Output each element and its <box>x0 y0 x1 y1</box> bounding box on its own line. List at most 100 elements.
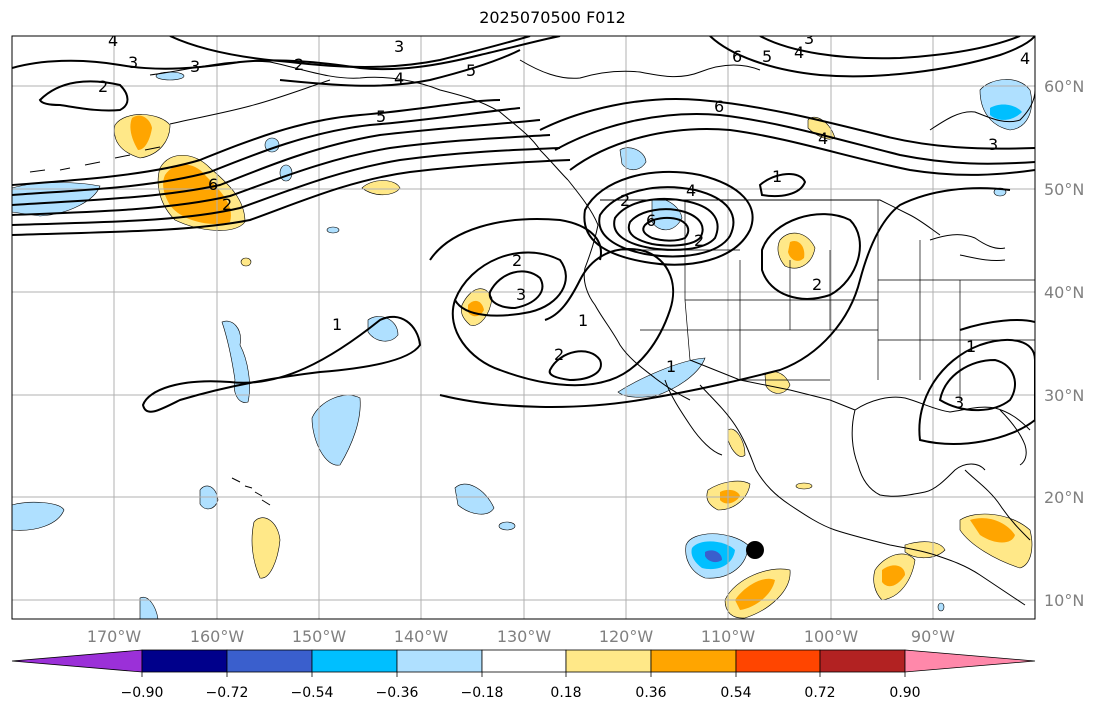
shade-yellow <box>727 428 746 457</box>
hawaii-islands <box>231 477 271 506</box>
contour-line <box>938 358 1016 412</box>
contour-line <box>569 128 1035 176</box>
mexico-west-coast <box>699 384 936 556</box>
shade-blue <box>240 257 252 267</box>
contour-label: 2 <box>812 275 822 294</box>
contour-label: 1 <box>772 167 782 186</box>
contour-line <box>169 36 531 68</box>
lon-label: 120°W <box>599 627 654 646</box>
lon-label: 100°W <box>804 627 859 646</box>
shade-blue <box>279 164 293 182</box>
shade-blue <box>326 226 340 234</box>
shade-cyan <box>990 104 1022 120</box>
shade-orange <box>970 518 1015 543</box>
contour-line <box>12 99 501 186</box>
arctic-coast <box>519 59 761 79</box>
contour-line <box>627 208 704 247</box>
lat-label: 60°N <box>1044 77 1084 96</box>
contour-line <box>12 119 541 206</box>
contour-line <box>554 113 1035 165</box>
lon-axis: 170°W 160°W 150°W 140°W 130°W 120°W 110°… <box>87 627 955 646</box>
contour-label: 2 <box>294 55 304 74</box>
contour-label: 1 <box>666 357 676 376</box>
contour-label: 5 <box>376 107 386 126</box>
contour-line <box>12 159 571 236</box>
contour-line <box>429 218 602 261</box>
contour-label: 3 <box>954 393 964 412</box>
contour-label: 2 <box>620 191 630 210</box>
colorbar-segment <box>481 649 567 673</box>
central-america-coast <box>934 554 1026 606</box>
lon-label: 160°W <box>190 627 245 646</box>
contour-line <box>12 134 551 216</box>
shade-blue <box>937 602 945 612</box>
colorbar-label: −0.90 <box>121 685 164 701</box>
contour-line <box>12 147 561 226</box>
colorbar-label: −0.18 <box>461 685 504 701</box>
contour-line <box>12 36 561 71</box>
lat-label: 30°N <box>1044 386 1084 405</box>
lon-label: 170°W <box>87 627 142 646</box>
contour-label: 4 <box>394 69 404 88</box>
shade-blue <box>139 596 159 619</box>
contour-label: 6 <box>714 97 724 116</box>
contour-layer <box>12 36 1035 445</box>
us-canada-border <box>600 199 941 236</box>
contour-label: 6 <box>732 47 742 66</box>
contour-line <box>548 350 602 382</box>
contour-label: 6 <box>208 175 218 194</box>
baja-coast <box>664 379 723 456</box>
alaska-peninsula <box>169 79 331 125</box>
lon-label: 90°W <box>911 627 955 646</box>
great-lakes <box>929 234 1006 261</box>
colorbar-segment <box>141 649 228 673</box>
land-outline-layer <box>29 59 1035 606</box>
contour-line <box>453 251 567 317</box>
colorbar-label: −0.36 <box>376 685 419 701</box>
colorbar-label: −0.72 <box>206 685 249 701</box>
shade-orange <box>735 578 775 610</box>
shade-royal <box>705 550 722 563</box>
shade-yellow <box>904 541 946 559</box>
contour-label: 3 <box>128 53 138 72</box>
contour-line <box>38 80 129 112</box>
colorbar-extend-high <box>904 649 1036 673</box>
contour-label: 1 <box>578 311 588 330</box>
shade-blue <box>311 394 361 466</box>
contour-line <box>488 270 544 310</box>
colorbar-label: 0.72 <box>804 685 835 701</box>
contour-line <box>279 49 521 87</box>
shade-yellow <box>361 180 401 196</box>
shade-blue <box>617 357 706 398</box>
contour-label: 1 <box>966 337 976 356</box>
colorbar-label: 0.36 <box>635 685 666 701</box>
contour-line <box>141 315 422 413</box>
contour-line <box>759 36 1021 60</box>
colorbar-labels: −0.90 −0.72 −0.54 −0.36 −0.18 0.18 0.36 … <box>121 685 921 701</box>
contour-line <box>439 187 1011 408</box>
contour-line <box>709 36 1035 78</box>
contour-label: 4 <box>1020 49 1030 68</box>
contour-label: 2 <box>694 231 704 250</box>
map-title: 2025070500 F012 <box>479 8 626 27</box>
contour-label: 4 <box>686 181 696 200</box>
shade-yellow <box>251 517 281 579</box>
florida-coast <box>999 409 1027 466</box>
lat-label: 10°N <box>1044 591 1084 610</box>
colorbar-segment <box>735 649 821 673</box>
contour-line <box>539 98 1035 150</box>
contour-label: 2 <box>554 345 564 364</box>
colorbar-ticks <box>141 672 906 677</box>
colorbar-label: 0.90 <box>889 685 920 701</box>
us-mexico-border <box>689 359 856 411</box>
contour-line <box>959 319 1035 331</box>
contour-label: 1 <box>332 315 342 334</box>
contour-label: 2 <box>222 195 232 214</box>
lon-label: 150°W <box>292 627 347 646</box>
contour-label: 5 <box>466 61 476 80</box>
hudson-bay-coast <box>929 89 1035 131</box>
map-border <box>11 35 1036 620</box>
contour-label: 3 <box>516 285 526 304</box>
contour-label: 4 <box>818 129 828 148</box>
